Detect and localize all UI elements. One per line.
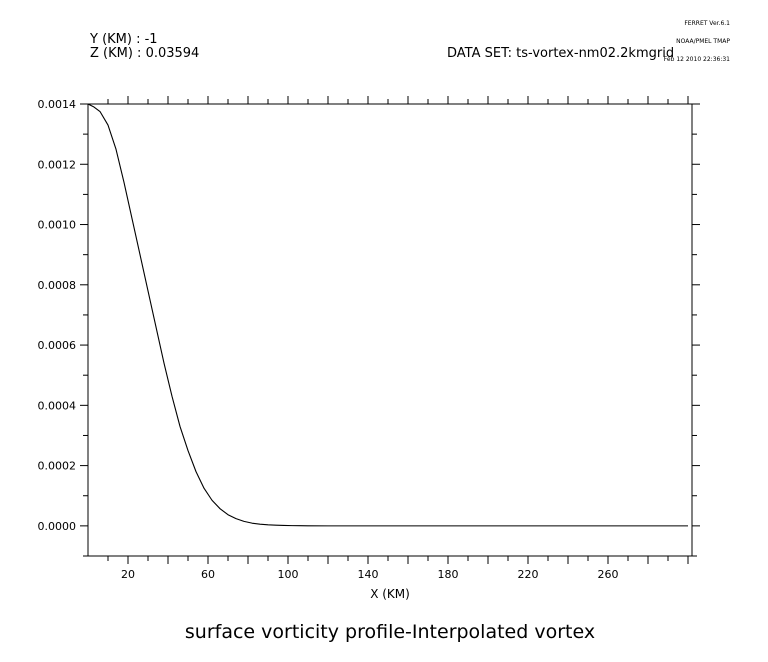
- y-tick-label: 0.0008: [38, 279, 77, 292]
- y-tick-label: 0.0012: [38, 158, 77, 171]
- vorticity-line: [87, 103, 688, 527]
- y-coordinate-label: Y (KM) : -1: [90, 32, 158, 47]
- x-tick-label: 140: [358, 568, 379, 581]
- plot-frame: [87, 103, 693, 557]
- chart-title: surface vorticity profile-Interpolated v…: [185, 621, 595, 643]
- stamp-org: NOAA/PMEL TMAP: [676, 38, 730, 45]
- y-tick-label: 0.0000: [38, 520, 77, 533]
- y-tick-label: 0.0004: [38, 399, 77, 412]
- x-tick-label: 220: [518, 568, 539, 581]
- y-tick-label: 0.0014: [38, 98, 77, 111]
- x-tick-label: 60: [201, 568, 215, 581]
- z-coordinate-label: Z (KM) : 0.03594: [90, 46, 200, 61]
- stamp-date: Feb 12 2010 22:36:31: [663, 56, 730, 63]
- ferret-stamp: FERRET Ver.6.1 NOAA/PMEL TMAP Feb 12 201…: [664, 9, 730, 69]
- y-tick-label: 0.0010: [38, 219, 77, 232]
- x-tick-label: 20: [121, 568, 135, 581]
- x-tick-label: 180: [438, 568, 459, 581]
- x-tick-label: 100: [278, 568, 299, 581]
- dataset-label: DATA SET: ts-vortex-nm02.2kmgrid: [447, 46, 675, 61]
- stamp-version: FERRET Ver.6.1: [684, 20, 730, 27]
- x-tick-label: 260: [598, 568, 619, 581]
- y-tick-label: 0.0006: [38, 339, 77, 352]
- y-tick-label: 0.0002: [38, 460, 77, 473]
- x-axis-label: X (KM): [370, 587, 410, 601]
